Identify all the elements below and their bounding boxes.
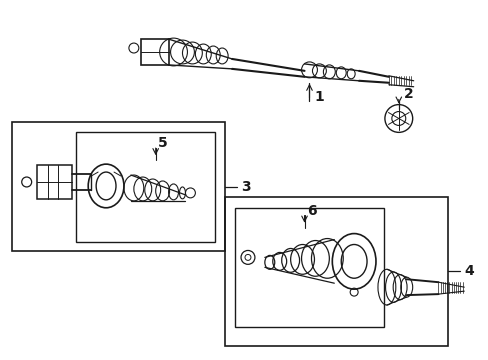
Bar (141, 39, 168, 65)
Text: 5: 5 (158, 136, 167, 150)
Bar (76, 132, 215, 242)
Text: 6: 6 (306, 204, 316, 218)
Text: 1: 1 (314, 90, 324, 104)
Text: 2: 2 (403, 87, 413, 101)
Text: 4: 4 (464, 264, 473, 278)
Bar (224, 197, 447, 346)
Bar (12, 122, 224, 251)
Text: 3: 3 (241, 180, 250, 194)
Bar (235, 208, 383, 327)
Bar (37, 165, 72, 199)
